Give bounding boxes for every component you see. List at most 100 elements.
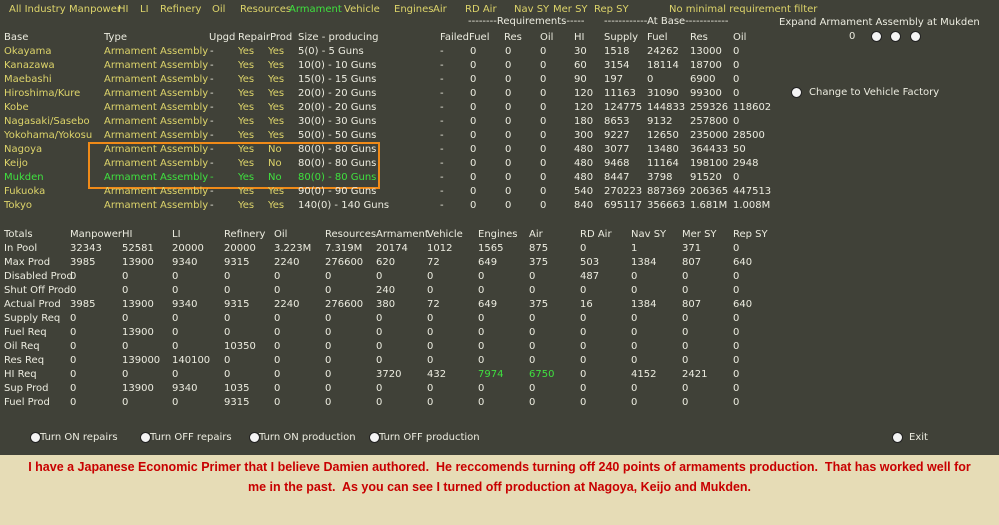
filter-tab[interactable]: Vehicle (344, 4, 380, 15)
totals-cell: 807 (682, 299, 702, 310)
totals-cell: 0 (478, 271, 485, 282)
change-factory-button[interactable]: Change to Vehicle Factory (809, 87, 940, 98)
totals-cell: 0 (376, 397, 383, 408)
totals-cell: 0 (631, 383, 638, 394)
totals-cell: 0 (580, 369, 587, 380)
totals-cell: 0 (172, 271, 179, 282)
totals-cell: 0 (682, 383, 689, 394)
totals-cell: 0 (325, 341, 332, 352)
filter-tab[interactable]: Rep SY (594, 4, 629, 15)
totals-cell: 0 (224, 313, 231, 324)
column-header: Res (690, 32, 708, 43)
base-cell: 28500 (733, 130, 765, 141)
totals-cell: 1565 (478, 243, 504, 254)
base-cell: Yes (238, 200, 255, 211)
base-cell: No (268, 172, 282, 183)
totals-cell: 276600 (325, 299, 364, 310)
base-cell: 12650 (647, 130, 679, 141)
base-cell: 3077 (604, 144, 630, 155)
filter-tab[interactable]: Refinery (160, 4, 202, 15)
totals-cell: 380 (376, 299, 396, 310)
base-name[interactable]: Maebashi (4, 74, 52, 85)
filter-tab[interactable]: LI (140, 4, 149, 15)
base-cell: 0 (470, 200, 477, 211)
base-name[interactable]: Tokyo (4, 200, 32, 211)
button-icon[interactable] (871, 31, 882, 42)
totals-cell: 0 (70, 369, 77, 380)
filter-tab[interactable]: All Industry (9, 4, 66, 15)
base-name[interactable]: Yokohama/Yokosu (4, 130, 93, 141)
filter-tab[interactable]: Armament (289, 4, 342, 15)
filter-tab[interactable]: Nav SY (514, 4, 550, 15)
totals-cell: 0 (733, 397, 740, 408)
totals-cell: 375 (529, 299, 549, 310)
base-cell: Yes (268, 186, 285, 197)
button-icon[interactable] (249, 432, 260, 443)
action-button[interactable]: Turn ON repairs (40, 432, 118, 443)
base-cell: 0 (540, 60, 547, 71)
button-icon[interactable] (369, 432, 380, 443)
filter-tab[interactable]: Mer SY (553, 4, 588, 15)
base-cell: 9132 (647, 116, 673, 127)
base-cell: Armament Assembly (104, 102, 209, 113)
filter-tab[interactable]: Oil (212, 4, 226, 15)
totals-cell: 3.223M (274, 243, 312, 254)
base-name[interactable]: Fukuoka (4, 186, 46, 197)
totals-cell: 371 (682, 243, 702, 254)
totals-cell: 20000 (172, 243, 204, 254)
base-name[interactable]: Okayama (4, 46, 52, 57)
base-cell: - (210, 158, 214, 169)
base-name[interactable]: Mukden (4, 172, 44, 183)
filter-tab[interactable]: Air (433, 4, 447, 15)
filter-tab[interactable]: HI (118, 4, 129, 15)
totals-cell: 0 (631, 327, 638, 338)
totals-cell: 0 (631, 313, 638, 324)
base-cell: 356663 (647, 200, 686, 211)
base-name[interactable]: Keijo (4, 158, 28, 169)
action-button[interactable]: Turn ON production (259, 432, 356, 443)
totals-cell: 0 (224, 285, 231, 296)
totals-cell: 0 (478, 355, 485, 366)
filter-tab[interactable]: Engines (394, 4, 434, 15)
base-cell: 90(0) - 90 Guns (298, 186, 377, 197)
base-cell: - (440, 144, 444, 155)
totals-header: Air (529, 229, 543, 240)
column-header: Base (4, 32, 29, 43)
base-cell: 13480 (647, 144, 679, 155)
base-cell: - (440, 116, 444, 127)
base-cell: - (440, 46, 444, 57)
base-cell: Yes (268, 130, 285, 141)
totals-cell: 0 (529, 355, 536, 366)
totals-cell: 0 (631, 355, 638, 366)
base-cell: 198100 (690, 158, 729, 169)
column-header: RepairProd (238, 32, 293, 43)
base-name[interactable]: Kanazawa (4, 60, 55, 71)
button-icon[interactable] (791, 87, 802, 98)
totals-cell: 0 (682, 355, 689, 366)
totals-cell: 0 (478, 285, 485, 296)
base-name[interactable]: Nagoya (4, 144, 43, 155)
base-cell: 6900 (690, 74, 716, 85)
button-icon[interactable] (30, 432, 41, 443)
filter-tab[interactable]: No minimal requirement filter (669, 4, 818, 15)
exit-button[interactable]: Exit (909, 432, 928, 443)
totals-row-label: In Pool (4, 243, 38, 254)
base-cell: Yes (268, 116, 285, 127)
base-name[interactable]: Nagasaki/Sasebo (4, 116, 90, 127)
button-icon[interactable] (140, 432, 151, 443)
filter-tab[interactable]: Manpower (69, 4, 122, 15)
base-cell: 257800 (690, 116, 729, 127)
button-icon[interactable] (892, 432, 903, 443)
base-name[interactable]: Hiroshima/Kure (4, 88, 81, 99)
button-icon[interactable] (910, 31, 921, 42)
base-cell: - (440, 172, 444, 183)
action-button[interactable]: Turn OFF production (379, 432, 480, 443)
action-button[interactable]: Turn OFF repairs (150, 432, 232, 443)
filter-tab[interactable]: Resources (240, 4, 292, 15)
filter-tab[interactable]: RD Air (465, 4, 497, 15)
totals-cell: 0 (733, 285, 740, 296)
button-icon[interactable] (890, 31, 901, 42)
totals-cell: 0 (70, 341, 77, 352)
totals-cell: 0 (274, 285, 281, 296)
base-name[interactable]: Kobe (4, 102, 29, 113)
